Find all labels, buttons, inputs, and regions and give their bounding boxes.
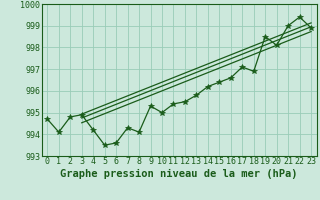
X-axis label: Graphe pression niveau de la mer (hPa): Graphe pression niveau de la mer (hPa) (60, 169, 298, 179)
